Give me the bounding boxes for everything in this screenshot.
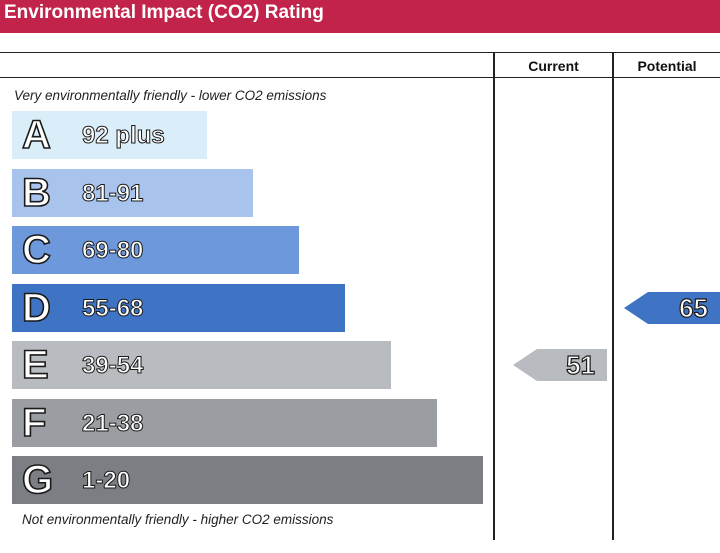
band-range: 69-80 — [81, 237, 144, 265]
potential-rating-marker: 65 — [624, 291, 720, 324]
current-arrow-shape — [513, 349, 607, 381]
band-g: G 1-20 — [12, 456, 483, 504]
current-column-divider — [493, 52, 495, 540]
band-range: 92 plus — [82, 122, 166, 150]
potential-arrow-shape — [624, 291, 720, 324]
top-note: Very environmentally friendly - lower CO… — [14, 88, 327, 103]
current-rating-marker: 51 — [513, 349, 607, 381]
band-a: A 92 plus — [12, 111, 207, 159]
band-range: 21-38 — [81, 409, 144, 437]
band-range: 81-91 — [81, 179, 144, 207]
band-c: C 69-80 — [12, 226, 299, 274]
band-range: 39-54 — [81, 352, 144, 380]
page-title: Environmental Impact (CO2) Rating — [4, 2, 324, 23]
band-letter: F — [21, 400, 47, 446]
band-range: 55-68 — [81, 294, 144, 322]
band-letter: E — [21, 342, 49, 388]
header-divider — [0, 77, 720, 79]
bottom-note: Not environmentally friendly - higher CO… — [22, 512, 334, 527]
current-rating-value: 51 — [565, 349, 595, 380]
band-letter: A — [21, 112, 51, 158]
potential-column-header: Potential — [637, 58, 697, 74]
band-letter: G — [21, 457, 54, 503]
band-letter: B — [21, 170, 51, 216]
rating-table — [0, 52, 720, 553]
band-letter: C — [21, 227, 51, 273]
title-bar: Environmental Impact (CO2) Rating — [0, 0, 720, 33]
band-letter: D — [21, 285, 51, 331]
band-e: E 39-54 — [12, 341, 391, 389]
band-b: B 81-91 — [12, 168, 253, 217]
band-range: 1-20 — [81, 467, 131, 495]
band-d: D 55-68 — [12, 283, 345, 332]
band-f: F 21-38 — [12, 398, 437, 447]
current-column-header: Current — [528, 58, 579, 74]
potential-column-divider — [612, 52, 614, 540]
potential-rating-value: 65 — [678, 292, 708, 323]
